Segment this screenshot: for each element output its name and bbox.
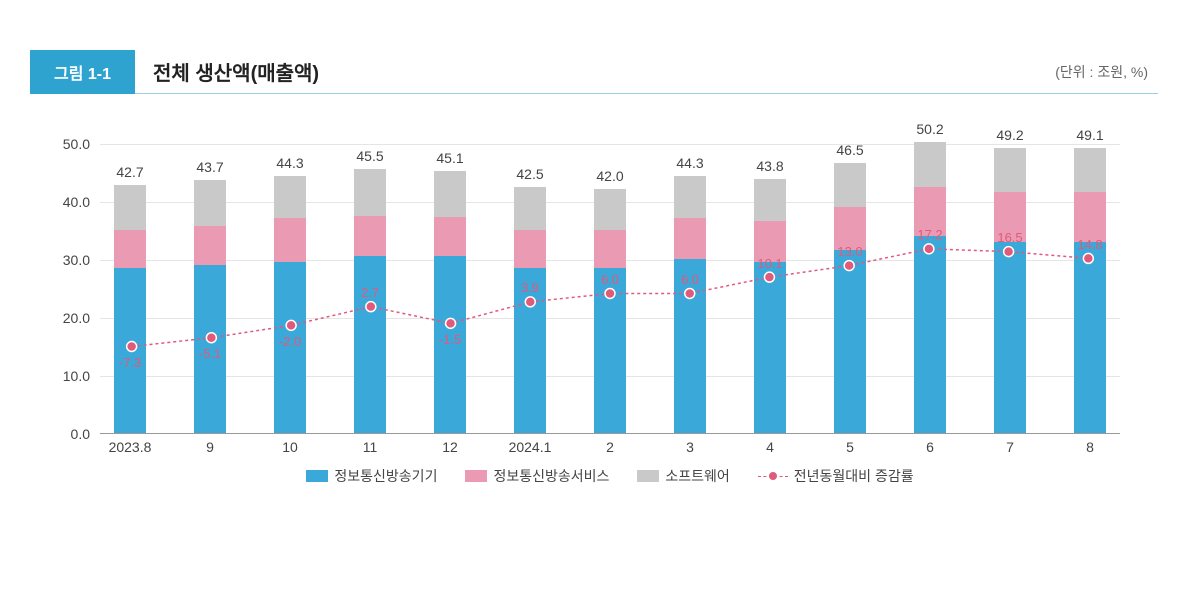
x-axis-label: 4 (730, 439, 810, 455)
x-axis-label: 9 (170, 439, 250, 455)
legend: 정보통신방송기기 정보통신방송서비스 소프트웨어 전년동월대비 증감률 (100, 466, 1120, 486)
x-axis-label: 10 (250, 439, 330, 455)
figure-unit: (단위 : 조원, %) (1055, 62, 1148, 82)
line-value-label: 6.0 (601, 272, 619, 287)
y-axis-label: 40.0 (40, 194, 90, 210)
line-value-label: 6.0 (681, 272, 699, 287)
x-axis-label: 7 (970, 439, 1050, 455)
line-value-label: -7.3 (119, 355, 141, 370)
line-value-label: -2.0 (279, 334, 301, 349)
y-axis-label: 10.0 (40, 368, 90, 384)
legend-item: 정보통신방송기기 (306, 466, 437, 486)
legend-label: 정보통신방송기기 (334, 466, 437, 486)
x-axis-label: 6 (890, 439, 970, 455)
x-axis-label: 3 (650, 439, 730, 455)
figure-header: 그림 1-1 전체 생산액(매출액) (단위 : 조원, %) (30, 50, 1158, 94)
title-wrap: 전체 생산액(매출액) (단위 : 조원, %) (135, 50, 1158, 94)
legend-label: 정보통신방송서비스 (493, 466, 609, 486)
x-axis-label: 2 (570, 439, 650, 455)
x-axis-label: 5 (810, 439, 890, 455)
x-axis-label: 11 (330, 439, 410, 455)
figure-badge: 그림 1-1 (30, 50, 135, 94)
line-value-label: 17.2 (917, 227, 942, 242)
line-value-label: 16.5 (997, 230, 1022, 245)
legend-item: 전년동월대비 증감률 (758, 466, 914, 486)
legend-swatch (637, 470, 659, 482)
legend-swatch (306, 470, 328, 482)
line-value-label: 10.1 (757, 256, 782, 271)
legend-line-marker-icon (758, 470, 788, 482)
line-value-label: -1.5 (439, 332, 461, 347)
x-axis-label: 12 (410, 439, 490, 455)
legend-item: 소프트웨어 (637, 466, 729, 486)
legend-item: 정보통신방송서비스 (465, 466, 609, 486)
line-value-label: 3.9 (521, 280, 539, 295)
line-value-label: 13.0 (837, 244, 862, 259)
x-axis-label: 8 (1050, 439, 1130, 455)
line-value-label: 14.8 (1077, 237, 1102, 252)
legend-swatch (465, 470, 487, 482)
line-value-label: 2.7 (361, 285, 379, 300)
y-axis-label: 20.0 (40, 310, 90, 326)
line-value-label: -5.1 (199, 346, 221, 361)
line-series (100, 144, 1120, 433)
chart: 42.743.744.345.545.142.542.044.343.846.5… (40, 134, 1140, 494)
x-axis-label: 2023.8 (90, 439, 170, 455)
y-axis-label: 30.0 (40, 252, 90, 268)
y-axis-label: 0.0 (40, 426, 90, 442)
bar-total-label: 50.2 (900, 121, 960, 137)
figure-title: 전체 생산액(매출액) (153, 57, 319, 86)
x-axis-label: 2024.1 (490, 439, 570, 455)
plot-area: 42.743.744.345.545.142.542.044.343.846.5… (100, 144, 1120, 434)
legend-label: 소프트웨어 (665, 466, 729, 486)
bar-total-label: 49.2 (980, 127, 1040, 143)
bar-total-label: 49.1 (1060, 127, 1120, 143)
legend-label: 전년동월대비 증감률 (794, 466, 914, 486)
y-axis-label: 50.0 (40, 136, 90, 152)
